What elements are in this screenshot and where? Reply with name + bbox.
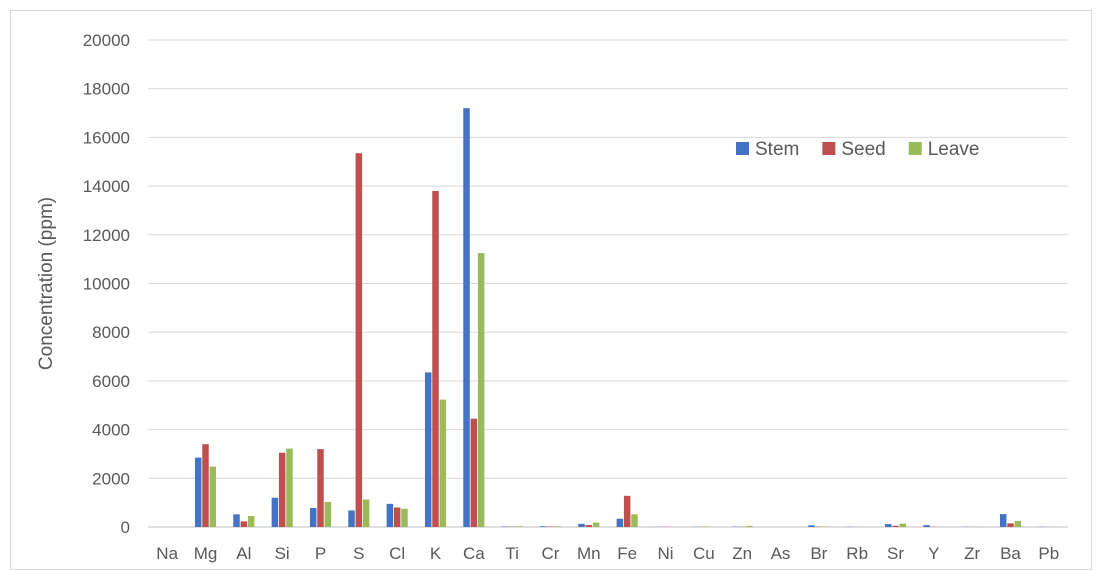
- x-tick-label: Rb: [846, 544, 868, 563]
- bar-seed-ca: [471, 419, 478, 527]
- x-tick-label: Fe: [617, 544, 637, 563]
- bar-stem-cl: [387, 504, 394, 527]
- bars: [195, 108, 1059, 527]
- bar-stem-mn: [578, 524, 585, 527]
- legend-label-stem: Stem: [755, 139, 799, 160]
- bar-stem-mg: [195, 458, 202, 527]
- y-tick-label: 6000: [92, 372, 130, 391]
- bar-seed-k: [432, 191, 439, 527]
- legend-label-seed: Seed: [841, 139, 885, 160]
- bar-seed-cl: [394, 508, 401, 527]
- bar-seed-si: [279, 453, 286, 527]
- x-tick-label: Y: [928, 544, 939, 563]
- y-tick-label: 2000: [92, 469, 130, 488]
- x-tick-label: Ti: [505, 544, 519, 563]
- bar-leave-k: [440, 400, 447, 527]
- bar-seed-p: [317, 449, 324, 527]
- x-tick-label: Mg: [194, 544, 218, 563]
- bar-seed-ba: [1007, 523, 1014, 527]
- bar-stem-sr: [885, 524, 892, 527]
- bar-stem-s: [348, 510, 355, 527]
- bar-leave-ca: [478, 253, 485, 527]
- y-tick-label: 0: [121, 518, 130, 537]
- bar-leave-cl: [401, 509, 408, 527]
- y-tick-label: 14000: [83, 177, 130, 196]
- x-tick-label: Ca: [463, 544, 485, 563]
- legend: Stem Seed Leave: [736, 139, 980, 160]
- bar-stem-y: [923, 525, 930, 527]
- bar-seed-s: [356, 153, 363, 527]
- legend-swatch-stem: [736, 142, 749, 155]
- y-tick-label: 18000: [83, 80, 130, 99]
- bar-stem-p: [310, 508, 317, 527]
- legend-swatch-leave: [909, 142, 922, 155]
- gridlines: [148, 40, 1068, 527]
- bar-stem-cr: [540, 526, 547, 527]
- bar-leave-fe: [631, 514, 638, 527]
- bar-stem-al: [233, 514, 240, 527]
- bar-leave-zn: [746, 526, 753, 527]
- bar-seed-al: [241, 521, 248, 527]
- bar-leave-cr: [555, 526, 562, 527]
- x-tick-label: Ni: [657, 544, 673, 563]
- bar-seed-mn: [586, 525, 593, 527]
- x-tick-label: Al: [236, 544, 251, 563]
- x-tick-label: K: [430, 544, 442, 563]
- bar-seed-mg: [202, 444, 209, 527]
- x-tick-label: Cl: [389, 544, 405, 563]
- x-tick-label: Zn: [732, 544, 752, 563]
- legend-label-leave: Leave: [928, 139, 980, 160]
- bar-seed-fe: [624, 496, 631, 527]
- bar-leave-sr: [900, 524, 907, 527]
- x-tick-label: Mn: [577, 544, 601, 563]
- bar-stem-br: [808, 525, 815, 527]
- bar-leave-ba: [1015, 521, 1022, 527]
- x-axis-ticks: Na Mg Al Si P S Cl K Ca Ti Cr Mn Fe Ni Cu Zn As Br Rb Sr Y Zr…: [156, 544, 1059, 563]
- x-tick-label: S: [353, 544, 364, 563]
- y-tick-label: 12000: [83, 226, 130, 245]
- legend-swatch-seed: [822, 142, 835, 155]
- y-tick-label: 10000: [83, 275, 130, 294]
- y-tick-label: 8000: [92, 323, 130, 342]
- y-tick-label: 4000: [92, 421, 130, 440]
- bar-leave-mn: [593, 523, 600, 527]
- x-tick-label: Zr: [964, 544, 980, 563]
- bar-stem-si: [272, 498, 279, 527]
- y-tick-label: 20000: [83, 31, 130, 50]
- y-tick-label: 16000: [83, 128, 130, 147]
- bar-leave-si: [286, 449, 293, 527]
- x-tick-label: Sr: [887, 544, 904, 563]
- x-tick-label: Cu: [693, 544, 715, 563]
- bar-leave-ti: [516, 526, 523, 527]
- bar-stem-k: [425, 372, 432, 527]
- bar-leave-s: [363, 499, 370, 527]
- x-tick-label: Si: [275, 544, 290, 563]
- x-tick-label: Cr: [542, 544, 560, 563]
- bar-leave-mg: [210, 467, 217, 527]
- bar-leave-p: [325, 502, 332, 527]
- x-tick-label: Pb: [1038, 544, 1059, 563]
- bar-seed-sr: [892, 526, 899, 527]
- bar-stem-ca: [463, 108, 470, 527]
- bar-stem-fe: [617, 519, 624, 527]
- x-tick-label: Br: [810, 544, 827, 563]
- x-tick-label: Na: [156, 544, 178, 563]
- x-tick-label: P: [315, 544, 326, 563]
- y-axis-label: Concentration (ppm): [36, 197, 57, 370]
- bar-leave-al: [248, 516, 255, 527]
- x-tick-label: Ba: [1000, 544, 1021, 563]
- y-axis-ticks: 0 2000 4000 6000 8000 10000 12000 14000 16000 180…: [83, 31, 130, 537]
- bar-stem-ba: [1000, 514, 1007, 527]
- x-tick-label: As: [771, 544, 791, 563]
